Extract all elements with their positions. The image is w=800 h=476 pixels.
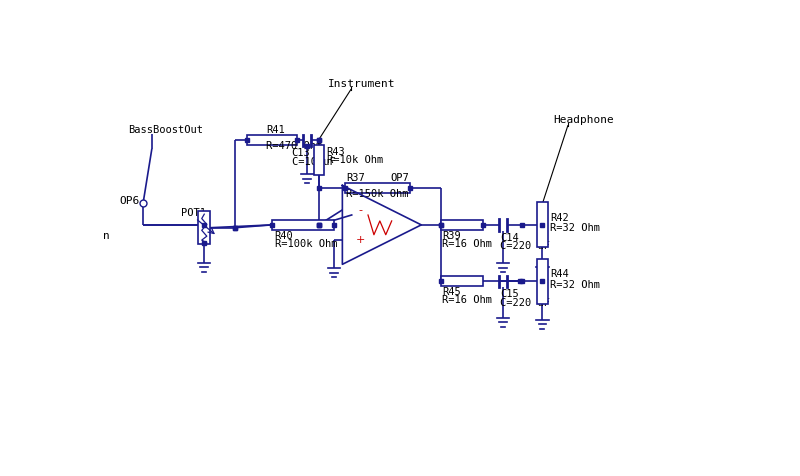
Text: Instrument: Instrument <box>328 79 396 89</box>
Bar <box>538 258 547 304</box>
Text: +: + <box>355 235 365 245</box>
Text: Headphone: Headphone <box>554 115 614 125</box>
Bar <box>441 276 483 287</box>
Text: R=10k Ohm: R=10k Ohm <box>326 155 383 165</box>
Text: R41: R41 <box>266 125 285 135</box>
Text: POT1: POT1 <box>181 208 206 218</box>
Text: C=220 uF: C=220 uF <box>500 241 550 251</box>
Bar <box>441 220 483 230</box>
Text: OP7: OP7 <box>390 173 409 183</box>
Bar <box>345 183 410 193</box>
Text: R=32 Ohm: R=32 Ohm <box>550 223 600 233</box>
Text: R=32 Ohm: R=32 Ohm <box>550 279 600 289</box>
Text: n: n <box>103 231 110 241</box>
Text: R=150k Ohm: R=150k Ohm <box>346 189 409 199</box>
Text: -: - <box>358 205 362 215</box>
Bar <box>272 220 334 230</box>
Bar <box>538 202 547 248</box>
Bar <box>198 211 210 244</box>
Text: C15: C15 <box>500 289 519 299</box>
Text: R43: R43 <box>326 147 346 157</box>
Text: C=220 uF: C=220 uF <box>500 298 550 307</box>
Text: C=10 uF: C=10 uF <box>292 157 335 167</box>
Text: R39: R39 <box>442 230 461 240</box>
Text: R=100k Ohm: R=100k Ohm <box>274 239 338 249</box>
Text: R40: R40 <box>274 230 294 240</box>
Text: R45: R45 <box>442 287 461 297</box>
Text: BassBoostOut: BassBoostOut <box>128 125 203 135</box>
Text: R44: R44 <box>550 269 569 279</box>
Bar <box>314 145 324 175</box>
Text: R37: R37 <box>346 173 365 183</box>
Text: R=470 Ohm: R=470 Ohm <box>266 141 322 151</box>
Text: R42: R42 <box>550 213 569 223</box>
Text: R=16 Ohm: R=16 Ohm <box>442 239 492 249</box>
Text: C14: C14 <box>500 233 519 243</box>
Text: OP6: OP6 <box>120 196 140 206</box>
Text: C13: C13 <box>292 148 310 158</box>
Text: R=16 Ohm: R=16 Ohm <box>442 295 492 305</box>
Bar <box>246 135 298 145</box>
